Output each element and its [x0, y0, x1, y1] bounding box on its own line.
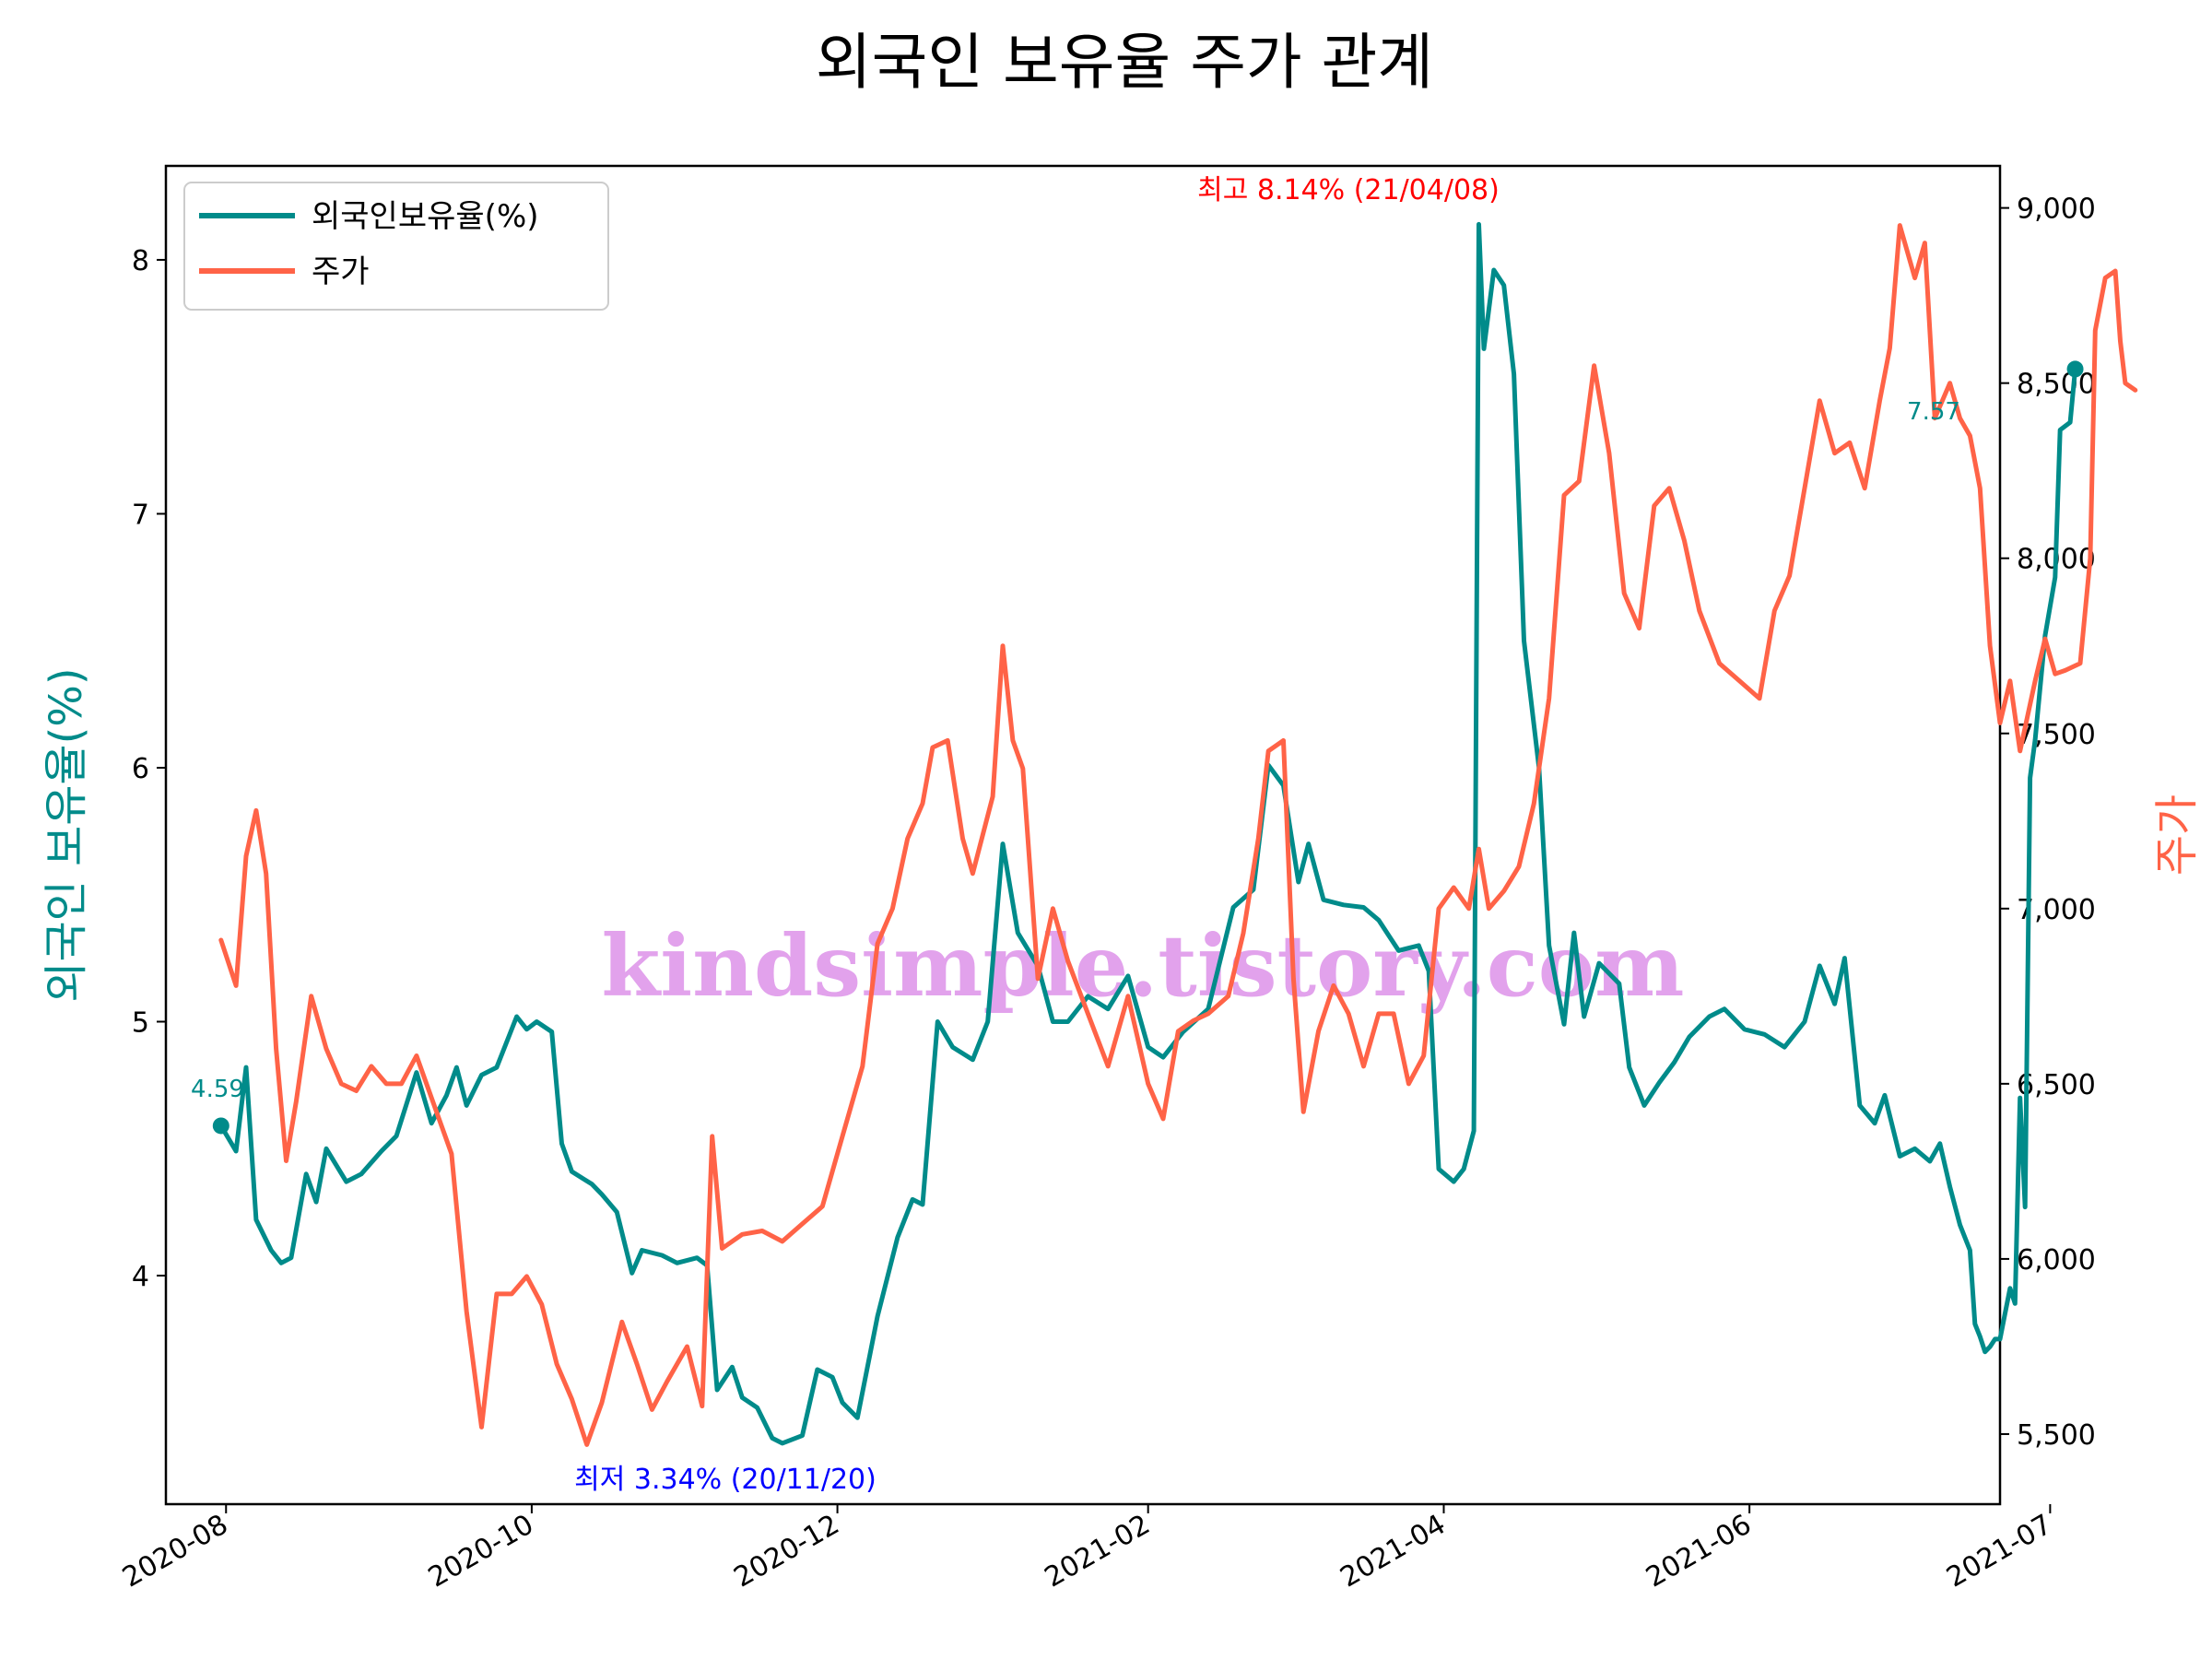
legend-label-ratio: 외국인보유율(%) [312, 198, 539, 235]
min-annotation: 최저 3.34% (20/11/20) [574, 1464, 877, 1496]
left-tick-label: 7 [132, 499, 149, 531]
right-tick-label: 7,500 [2017, 719, 2096, 751]
series-layer [212, 221, 2138, 1447]
plot-frame [164, 164, 2002, 1506]
end-point-marker [2066, 360, 2084, 378]
legend-label-price: 주가 [312, 253, 370, 290]
x-tick-label: 2021-04 [1335, 1509, 1451, 1594]
x-tick-label: 2020-10 [423, 1509, 539, 1594]
chart-title: 외국인 보유율 주가 관계 [816, 27, 1433, 98]
left-tick-label: 5 [132, 1007, 149, 1040]
x-tick-label: 2020-12 [729, 1509, 845, 1594]
left-tick-label: 4 [132, 1261, 149, 1293]
plot-area [164, 164, 2002, 1506]
x-axis: 2020-08 2020-10 2020-12 2021-02 2021-04 2021-… [117, 1504, 2057, 1594]
left-y-axis-label: 외국인 보유율(%) [41, 667, 92, 1002]
right-tick-label: 8,500 [2017, 369, 2096, 401]
left-tick-label: 6 [132, 753, 149, 785]
right-tick-label: 9,000 [2017, 194, 2096, 226]
right-tick-label: 5,500 [2017, 1419, 2096, 1452]
max-annotation: 최고 8.14% (21/04/08) [1197, 174, 1500, 206]
legend: 외국인보유율(%) 주가 [183, 182, 609, 311]
left-y-axis: 4 5 6 7 8 [132, 245, 166, 1293]
x-tick-label: 2020-08 [117, 1509, 233, 1594]
left-tick-label: 8 [132, 245, 149, 277]
annotations: 최고 8.14% (21/04/08) 최저 3.34% (20/11/20) … [191, 174, 1960, 1496]
start-value-label: 4.59 [191, 1076, 244, 1103]
x-tick-label: 2021-07 [1941, 1509, 2057, 1594]
end-value-label: 7.57 [1907, 398, 1960, 426]
series-line-price [218, 223, 2138, 1447]
series-line-ratio [218, 221, 2078, 1446]
x-tick-label: 2021-02 [1040, 1509, 1156, 1594]
right-tick-label: 6,000 [2017, 1244, 2096, 1277]
watermark: kindsimple.tistory.com [601, 916, 1684, 1016]
start-point-marker [212, 1117, 229, 1135]
right-tick-label: 6,500 [2017, 1069, 2096, 1101]
x-tick-label: 2021-06 [1641, 1509, 1757, 1594]
right-y-axis-label: 주가 [2151, 794, 2203, 876]
